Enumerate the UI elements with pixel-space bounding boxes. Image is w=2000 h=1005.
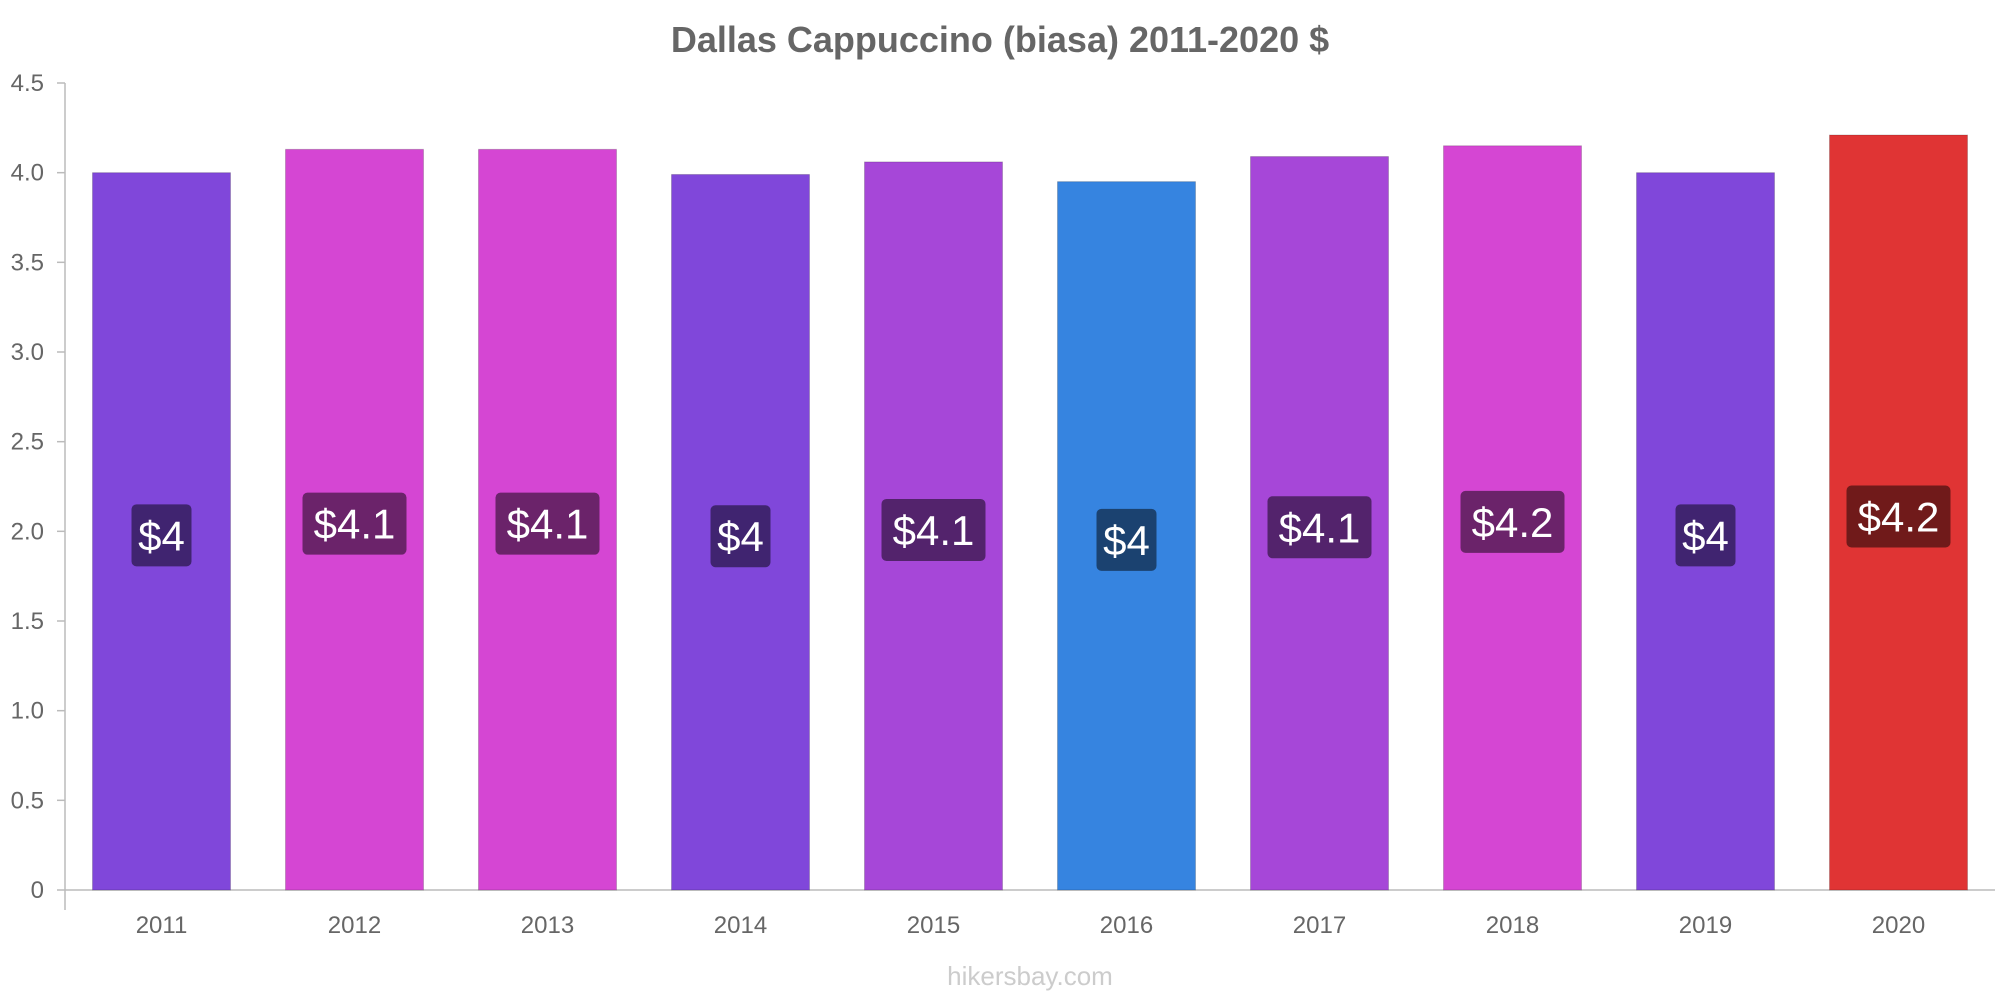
y-tick-label: 3.5 bbox=[11, 249, 44, 276]
x-tick-label: 2013 bbox=[521, 912, 574, 939]
data-labels-group: $4 $4.1 $4.1 $4 $4.1 $4 $4.1 $4.2 $4 $4.2 bbox=[131, 485, 1951, 571]
data-label-2017: $4.1 bbox=[1279, 504, 1361, 551]
data-label-box-2011 bbox=[131, 504, 192, 567]
data-label-2019: $4 bbox=[1682, 512, 1729, 559]
data-label-2014: $4 bbox=[717, 513, 764, 560]
data-label-box-2020 bbox=[1846, 485, 1951, 548]
y-tick-label: 2.0 bbox=[11, 518, 44, 545]
x-tick-label: 2015 bbox=[907, 912, 960, 939]
y-tick-label: 4.5 bbox=[11, 70, 44, 97]
y-tick-label: 1.5 bbox=[11, 608, 44, 635]
x-axis: 2011 2012 2013 2014 2015 2016 2017 2018 2019 2020 bbox=[65, 889, 1995, 939]
y-axis: 0 0.5 1.0 1.5 2.0 2.5 3.0 3.5 4.0 4.5 bbox=[11, 70, 66, 910]
data-label-2012: $4.1 bbox=[314, 501, 396, 548]
y-tick-label: 0 bbox=[31, 877, 44, 904]
y-tick-label: 3.0 bbox=[11, 339, 44, 366]
data-label-2013: $4.1 bbox=[507, 501, 589, 548]
data-label-2011: $4 bbox=[138, 512, 185, 559]
y-tick-label: 0.5 bbox=[11, 787, 44, 814]
x-tick-label: 2020 bbox=[1872, 912, 1925, 939]
data-label-box-2017 bbox=[1267, 496, 1372, 559]
data-label-box-2019 bbox=[1675, 504, 1736, 567]
y-tick-label: 4.0 bbox=[11, 160, 44, 187]
data-label-2020: $4.2 bbox=[1858, 494, 1940, 541]
watermark-text: hikersbay.com bbox=[947, 961, 1113, 991]
x-tick-label: 2016 bbox=[1100, 912, 1153, 939]
data-label-box-2015 bbox=[881, 498, 986, 561]
x-tick-label: 2012 bbox=[328, 912, 381, 939]
y-tick-label: 2.5 bbox=[11, 429, 44, 456]
data-label-box-2013 bbox=[495, 492, 600, 555]
data-label-box-2016 bbox=[1096, 508, 1157, 571]
x-tick-label: 2011 bbox=[136, 912, 188, 939]
x-tick-label: 2017 bbox=[1293, 912, 1346, 939]
data-label-box-2012 bbox=[302, 492, 407, 555]
data-label-2016: $4 bbox=[1103, 517, 1150, 564]
data-label-box-2018 bbox=[1460, 490, 1565, 553]
data-label-2018: $4.2 bbox=[1472, 499, 1554, 546]
data-label-box-2014 bbox=[710, 505, 771, 568]
chart-title: Dallas Cappuccino (biasa) 2011-2020 $ bbox=[671, 19, 1329, 60]
x-tick-label: 2018 bbox=[1486, 912, 1539, 939]
data-label-2015: $4.1 bbox=[893, 507, 975, 554]
x-tick-label: 2019 bbox=[1679, 912, 1732, 939]
x-tick-label: 2014 bbox=[714, 912, 767, 939]
y-tick-label: 1.0 bbox=[11, 698, 44, 725]
